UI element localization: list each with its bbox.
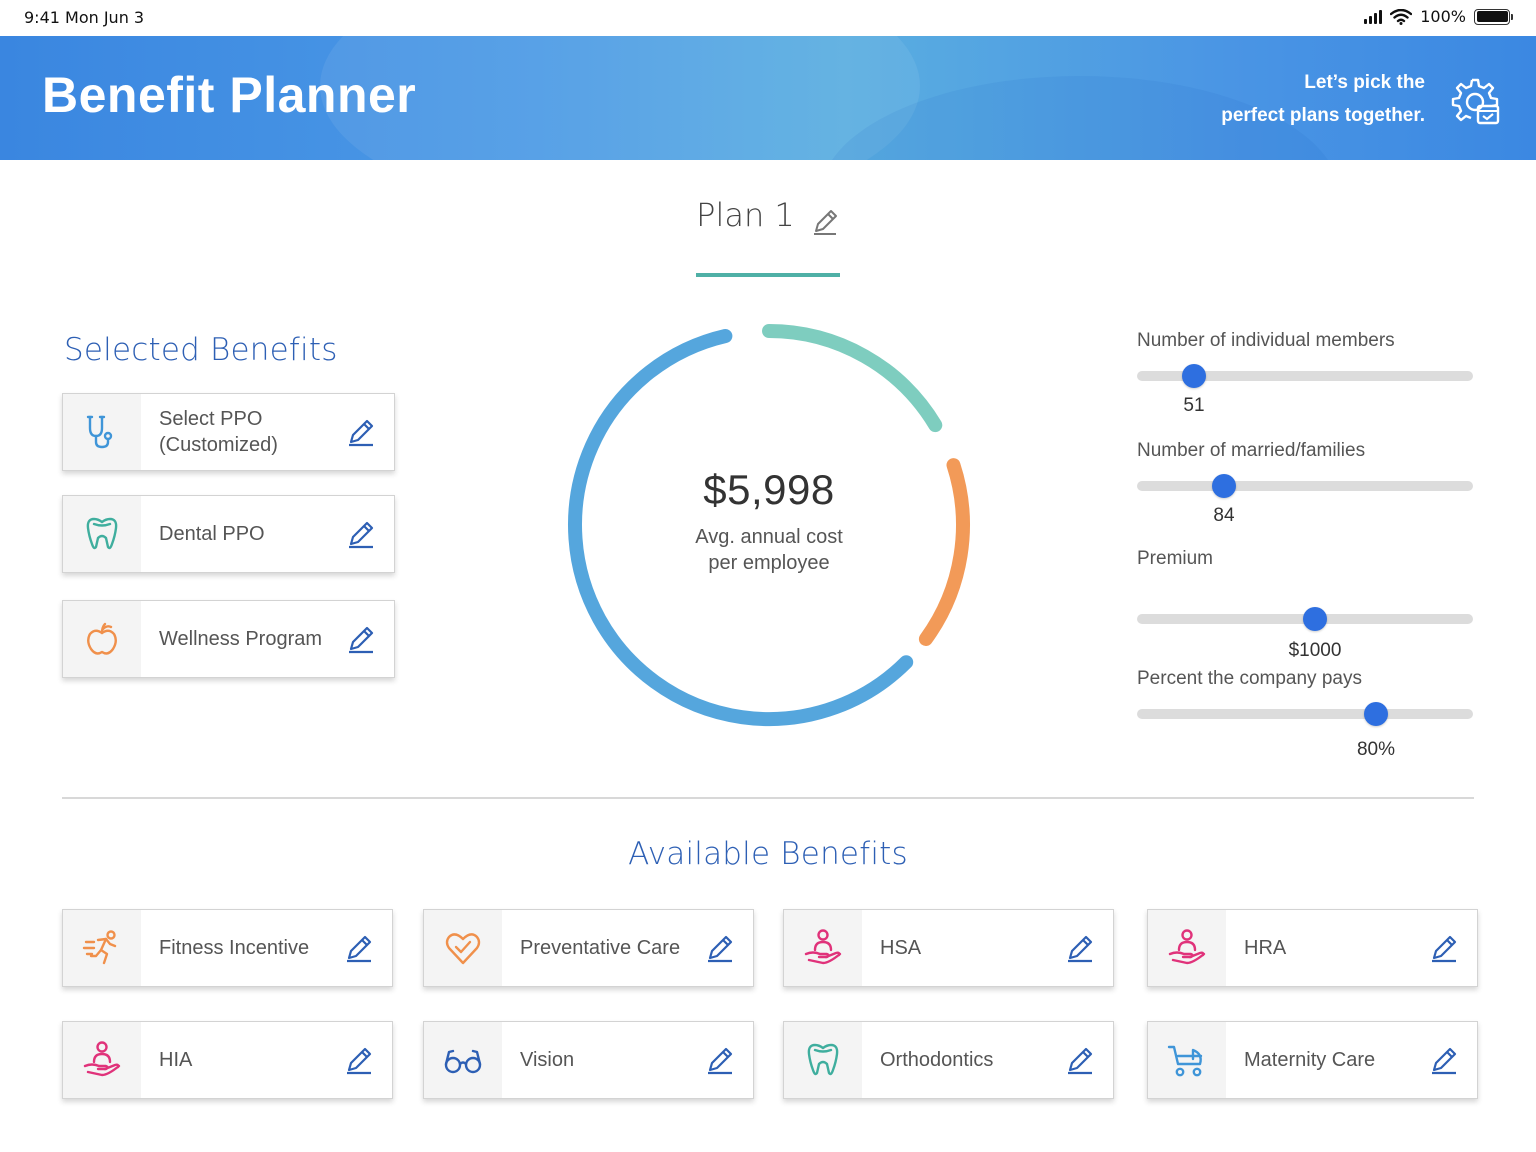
selected-card-dental-ppo[interactable]: Dental PPO bbox=[62, 495, 395, 573]
benefit-label-line-2: (Customized) bbox=[159, 434, 278, 456]
benefit-label-line-1: Dental PPO bbox=[159, 523, 265, 545]
settings-gear-icon[interactable] bbox=[1448, 76, 1502, 130]
slider-thumb[interactable] bbox=[1212, 474, 1236, 498]
slider-label: Number of married/families bbox=[1137, 440, 1366, 461]
stethoscope-icon bbox=[63, 394, 141, 470]
header-tagline: Let’s pick the perfect plans together. bbox=[1221, 66, 1425, 132]
available-card-hsa[interactable]: HSA bbox=[783, 909, 1114, 987]
slider-number-of-married-families: Number of married/families 84 bbox=[1137, 440, 1477, 540]
benefit-label: Fitness Incentive bbox=[159, 937, 310, 959]
tooth-icon bbox=[63, 496, 141, 572]
apple-icon bbox=[63, 601, 141, 677]
status-time: 9:41 Mon Jun 3 bbox=[24, 8, 145, 27]
signal-icon bbox=[1364, 9, 1383, 24]
plan-header: Plan 1 bbox=[640, 196, 896, 237]
hand-person-icon bbox=[63, 1022, 141, 1098]
available-card-vision[interactable]: Vision bbox=[423, 1021, 754, 1099]
available-card-preventative-care[interactable]: Preventative Care bbox=[423, 909, 754, 987]
available-card-hia[interactable]: HIA bbox=[62, 1021, 393, 1099]
benefit-label-line-1: Wellness Program bbox=[159, 628, 323, 650]
available-card-orthodontics[interactable]: Orthodontics bbox=[783, 1021, 1114, 1099]
status-right: 100% bbox=[1364, 7, 1513, 26]
slider-value: 80% bbox=[1356, 739, 1396, 760]
benefit-label: Dental PPO bbox=[141, 521, 344, 547]
annual-cost-caption: Avg. annual cost per employee bbox=[566, 524, 972, 576]
benefit-label: HSA bbox=[880, 937, 922, 959]
slider-label: Number of individual members bbox=[1137, 330, 1395, 351]
benefit-label: Preventative Care bbox=[520, 937, 681, 959]
annual-cost-amount: $5,998 bbox=[703, 466, 835, 513]
slider-number-of-individual-members: Number of individual members 51 bbox=[1137, 330, 1477, 430]
section-divider bbox=[62, 797, 1474, 799]
slider-track[interactable] bbox=[1137, 364, 1473, 388]
ring-segment-teal bbox=[762, 324, 943, 433]
benefit-label: Orthodontics bbox=[880, 1049, 994, 1071]
selected-card-wellness-program[interactable]: Wellness Program bbox=[62, 600, 395, 678]
slider-percent-the-company-pays: Percent the company pays 80% bbox=[1137, 668, 1477, 768]
benefit-label: Vision bbox=[520, 1049, 575, 1071]
slider-value: $1000 bbox=[1288, 640, 1342, 661]
available-card-maternity-care[interactable]: Maternity Care bbox=[1147, 1021, 1478, 1099]
edit-pencil-icon[interactable] bbox=[342, 931, 376, 965]
slider-premium: Premium $1000 bbox=[1137, 548, 1477, 661]
edit-pencil-icon[interactable] bbox=[703, 1043, 737, 1077]
edit-pencil-icon[interactable] bbox=[342, 1043, 376, 1077]
stroller-icon bbox=[1148, 1022, 1226, 1098]
edit-pencil-icon[interactable] bbox=[344, 517, 378, 551]
edit-pencil-icon[interactable] bbox=[344, 622, 378, 656]
tagline-line-2: perfect plans together. bbox=[1221, 105, 1425, 126]
slider-track[interactable] bbox=[1137, 702, 1473, 726]
slider-value: 51 bbox=[1183, 395, 1205, 416]
caption-line-1: Avg. annual cost bbox=[695, 526, 843, 548]
battery-icon bbox=[1474, 8, 1513, 25]
benefit-label: Wellness Program bbox=[141, 626, 344, 652]
available-card-fitness-incentive[interactable]: Fitness Incentive bbox=[62, 909, 393, 987]
selected-card-select-ppo[interactable]: Select PPO (Customized) bbox=[62, 393, 395, 471]
hand-person-icon bbox=[1148, 910, 1226, 986]
benefit-label: Maternity Care bbox=[1244, 1049, 1376, 1071]
app-header: Benefit Planner Let’s pick the perfect p… bbox=[0, 36, 1536, 160]
slider-thumb[interactable] bbox=[1364, 702, 1388, 726]
ring-segment-blue bbox=[568, 329, 914, 727]
app-title: Benefit Planner bbox=[42, 67, 417, 123]
benefit-label: HRA bbox=[1244, 937, 1287, 959]
slider-thumb[interactable] bbox=[1303, 607, 1327, 631]
glasses-icon bbox=[424, 1022, 502, 1098]
edit-pencil-icon[interactable] bbox=[1063, 931, 1097, 965]
wifi-icon bbox=[1390, 8, 1413, 25]
plan-title: Plan 1 bbox=[696, 196, 795, 234]
ring-segment-orange bbox=[918, 458, 970, 646]
caption-line-2: per employee bbox=[708, 552, 830, 574]
hand-person-icon bbox=[784, 910, 862, 986]
available-card-hra[interactable]: HRA bbox=[1147, 909, 1478, 987]
slider-label: Percent the company pays bbox=[1137, 668, 1362, 689]
edit-pencil-icon[interactable] bbox=[344, 415, 378, 449]
plan-tab-underline bbox=[696, 273, 840, 277]
benefit-label: HIA bbox=[159, 1049, 193, 1071]
battery-percent: 100% bbox=[1420, 7, 1466, 26]
cost-ring-chart bbox=[568, 324, 970, 727]
available-benefits-title: Available Benefits bbox=[628, 836, 908, 872]
selected-benefits-title: Selected Benefits bbox=[64, 332, 338, 368]
runner-icon bbox=[63, 910, 141, 986]
tooth-icon bbox=[784, 1022, 862, 1098]
status-bar: 9:41 Mon Jun 3 100% bbox=[0, 0, 1536, 36]
slider-label: Premium bbox=[1137, 548, 1214, 569]
plan-edit-pencil-icon[interactable] bbox=[810, 207, 840, 237]
benefit-label: Select PPO (Customized) bbox=[141, 406, 344, 458]
heart-check-icon bbox=[424, 910, 502, 986]
slider-track[interactable] bbox=[1137, 474, 1473, 498]
slider-value: 84 bbox=[1213, 505, 1235, 526]
cost-summary: $5,998 Avg. annual cost per employee bbox=[566, 466, 972, 576]
slider-thumb[interactable] bbox=[1182, 364, 1206, 388]
edit-pencil-icon[interactable] bbox=[1427, 1043, 1461, 1077]
edit-pencil-icon[interactable] bbox=[1063, 1043, 1097, 1077]
tagline-line-1: Let’s pick the bbox=[1304, 72, 1425, 93]
edit-pencil-icon[interactable] bbox=[703, 931, 737, 965]
edit-pencil-icon[interactable] bbox=[1427, 931, 1461, 965]
slider-track[interactable] bbox=[1137, 607, 1473, 631]
benefit-label-line-1: Select PPO bbox=[159, 408, 263, 430]
